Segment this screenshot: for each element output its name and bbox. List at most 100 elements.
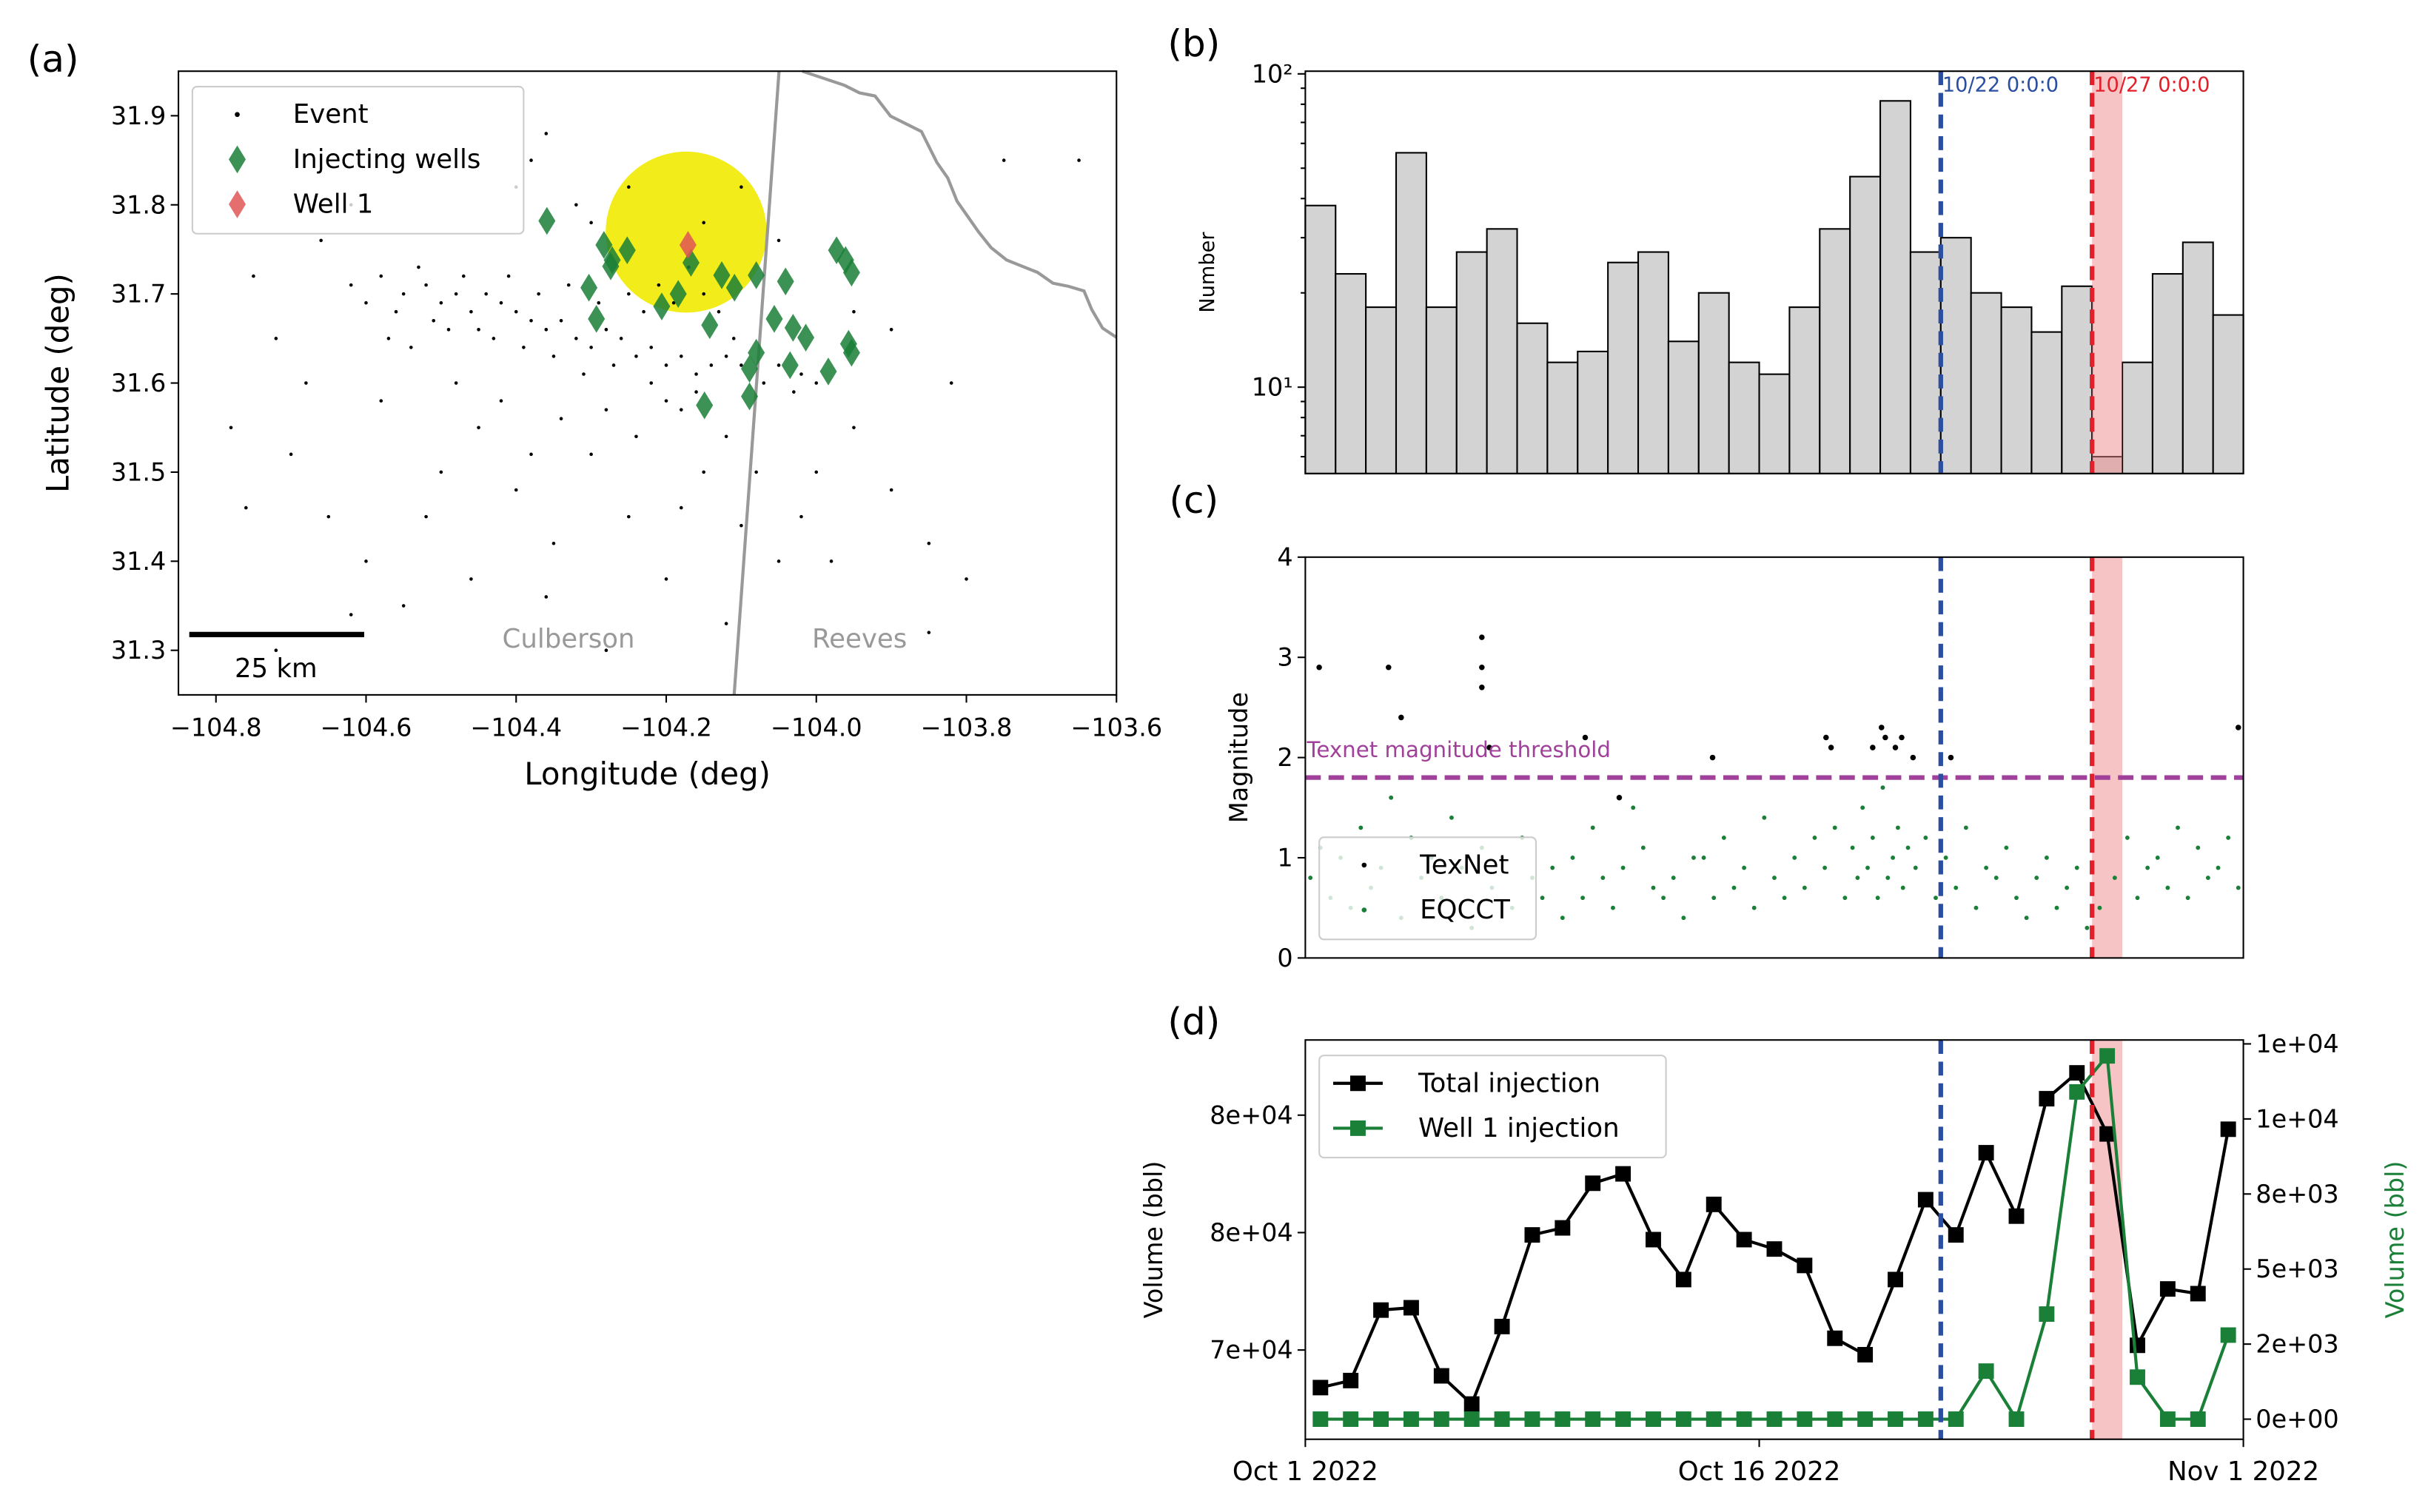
series-marker: [1555, 1411, 1571, 1427]
bar: [1728, 361, 1760, 474]
event: [604, 328, 608, 332]
series-marker: [1343, 1411, 1359, 1427]
state-boundary: [802, 70, 1118, 339]
legend-label: EQCCT: [1420, 895, 1510, 925]
event-point: [2185, 896, 2190, 901]
y-tick-label: 31.6: [111, 369, 166, 397]
event: [777, 363, 781, 367]
legend-marker: [1361, 907, 1367, 913]
bar: [2122, 361, 2153, 474]
event: [777, 560, 781, 563]
event-point: [1479, 634, 1485, 640]
well: [797, 323, 815, 352]
event-point: [1661, 896, 1666, 901]
panel-label: (d): [1167, 1000, 1220, 1044]
event: [364, 300, 368, 305]
event: [469, 577, 473, 581]
series-marker: [1433, 1411, 1449, 1427]
y2-tick-label: 2e+03: [2256, 1330, 2338, 1359]
event-point: [1882, 734, 1888, 741]
event: [852, 309, 856, 314]
x-tick-label: −104.6: [321, 713, 412, 742]
event: [544, 132, 549, 135]
bar: [2212, 314, 2244, 474]
series-marker: [1827, 1411, 1843, 1427]
event: [627, 185, 631, 189]
bar: [1879, 100, 1911, 474]
event-point: [2176, 825, 2180, 830]
event: [477, 328, 480, 332]
series-marker: [1736, 1411, 1752, 1427]
event: [762, 381, 766, 385]
well: [538, 206, 556, 235]
x-tick-label: −104.8: [170, 713, 262, 742]
scale-label: 25 km: [235, 653, 318, 684]
well: [696, 391, 714, 420]
event-line-label: 10/27 0:0:0: [2093, 74, 2210, 97]
event: [559, 417, 563, 421]
event: [401, 292, 406, 296]
event-point: [2135, 896, 2140, 901]
series-marker: [1312, 1411, 1329, 1427]
series-marker: [1948, 1227, 1964, 1243]
event: [424, 514, 428, 519]
bar: [1788, 306, 1821, 474]
series-marker: [1978, 1145, 1994, 1161]
y-axis-label: Magnitude: [1224, 692, 1253, 823]
event-line-label: 10/22 0:0:0: [1942, 74, 2059, 97]
event-point: [2226, 835, 2231, 840]
event-point: [1954, 885, 1959, 890]
y-tick-label: 31.4: [111, 547, 166, 576]
event-point: [1762, 815, 1767, 820]
series-marker: [2159, 1281, 2176, 1297]
event: [702, 292, 705, 296]
event-point: [1870, 835, 1875, 840]
event-point: [2145, 865, 2150, 870]
axes-frame: [178, 70, 1118, 696]
event-point: [1850, 845, 1855, 850]
series-marker: [2159, 1411, 2176, 1427]
y-tick-label: 2: [1277, 743, 1292, 772]
bar: [1304, 204, 1337, 474]
series-marker: [1403, 1411, 1419, 1427]
event: [364, 560, 368, 563]
event: [724, 355, 728, 358]
event: [319, 238, 323, 243]
event-point: [1899, 734, 1905, 741]
event-point: [1560, 915, 1565, 921]
axes-frame: [1304, 1039, 2244, 1440]
event: [274, 337, 278, 340]
event: [454, 292, 458, 296]
x-tick-label: Nov 1 2022: [2167, 1456, 2319, 1487]
event: [679, 355, 683, 358]
event: [454, 381, 458, 385]
event-point: [2034, 876, 2039, 880]
bar: [1849, 175, 1882, 474]
bar: [1546, 361, 1579, 474]
y2-tick-label: 0e+00: [2256, 1405, 2338, 1434]
event: [724, 434, 728, 439]
event-point: [2236, 725, 2241, 730]
event-point: [1701, 856, 1706, 860]
series-marker: [2008, 1208, 2025, 1224]
event-point: [2054, 905, 2059, 910]
event: [469, 309, 473, 314]
y-tick-label: 31.3: [111, 636, 166, 665]
event: [657, 283, 661, 287]
x-tick-label: −104.2: [620, 713, 712, 742]
series-marker: [2039, 1306, 2055, 1323]
event: [949, 381, 953, 385]
event-point: [2196, 845, 2201, 850]
event: [349, 283, 353, 287]
event-point: [1751, 905, 1757, 910]
event: [889, 328, 893, 332]
series-marker: [1827, 1330, 1843, 1346]
y-axis-label: Volume (bbl): [1139, 1161, 1168, 1319]
event: [589, 452, 593, 457]
series-marker: [2008, 1411, 2025, 1427]
series-marker: [1646, 1232, 1661, 1248]
series-marker: [1463, 1411, 1480, 1427]
event: [619, 337, 623, 340]
event: [499, 300, 503, 305]
event-point: [1651, 885, 1656, 890]
